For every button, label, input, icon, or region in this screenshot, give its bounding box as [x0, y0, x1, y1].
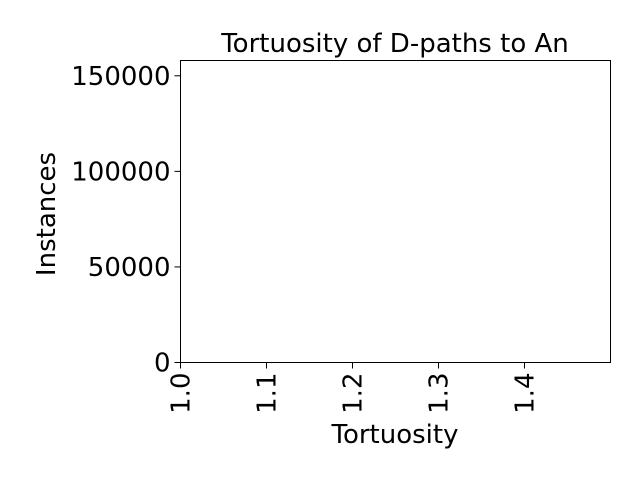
y-tick-label: 100000: [71, 157, 170, 187]
x-tick-label: 1.0: [167, 373, 197, 414]
y-tick-label: 50000: [88, 253, 171, 283]
x-tick-label: 1.2: [339, 373, 369, 414]
x-axis-label: Tortuosity: [331, 420, 459, 450]
x-tick-label: 1.1: [253, 373, 283, 414]
y-axis-label: Instances: [32, 152, 62, 276]
x-tick-label: 1.3: [425, 373, 455, 414]
x-axis: 1.0 1.1 1.2 1.3 1.4: [167, 362, 541, 414]
y-tick-label: 150000: [71, 62, 170, 92]
chart-title: Tortuosity of D-paths to An: [220, 29, 569, 59]
plot-area-frame: [180, 60, 611, 363]
y-axis: 0 50000 100000 150000: [71, 62, 181, 379]
x-tick-label: 1.4: [511, 373, 541, 414]
y-tick-label: 0: [154, 349, 171, 379]
